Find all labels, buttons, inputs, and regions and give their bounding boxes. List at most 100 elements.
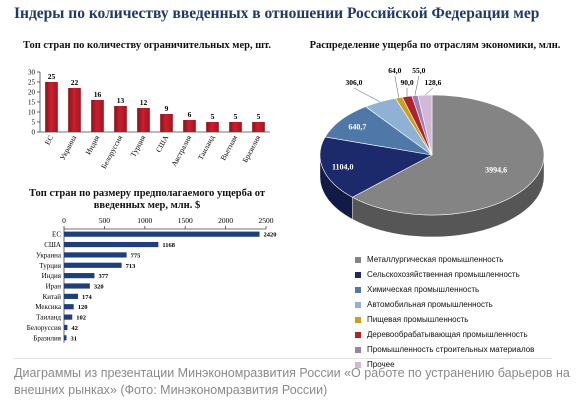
legend-label: Промышленность строительных материалов bbox=[367, 345, 535, 354]
y-tick-label: 25 bbox=[28, 79, 36, 87]
category-label: ЕС bbox=[52, 231, 61, 239]
bar bbox=[64, 293, 79, 299]
bar bbox=[64, 273, 95, 279]
legend-swatch bbox=[355, 331, 361, 338]
pie-slice bbox=[351, 94, 545, 216]
legend-swatch bbox=[355, 361, 361, 368]
bar-value-label: 320 bbox=[94, 284, 104, 291]
y-tick-label: 0 bbox=[32, 129, 36, 137]
bar bbox=[64, 241, 159, 248]
legend-label: Металлургическая промышленность bbox=[367, 255, 504, 264]
category-label: Украина bbox=[36, 251, 62, 259]
caption-separator bbox=[14, 358, 552, 359]
bar-value-label: 25 bbox=[48, 72, 56, 81]
legend-item: Автомобильная промышленность bbox=[355, 297, 534, 312]
x-tick-label: 2000 bbox=[218, 216, 233, 225]
legend-label: Деревообрабатывающая промышленность bbox=[367, 330, 528, 339]
legend-item: Металлургическая промышленность bbox=[355, 252, 534, 267]
legend-label: Автомобильная промышленность bbox=[367, 300, 493, 309]
bar bbox=[160, 114, 173, 132]
pie-slice bbox=[319, 136, 433, 198]
bar-value-label: 9 bbox=[165, 104, 169, 113]
bar bbox=[91, 100, 104, 132]
bar-value-label: 102 bbox=[76, 315, 86, 322]
bar bbox=[64, 324, 68, 331]
bar-value-label: 120 bbox=[78, 304, 88, 311]
legend-swatch bbox=[355, 256, 361, 263]
bar bbox=[183, 120, 196, 132]
category-label: Мексика bbox=[35, 303, 62, 311]
bar-value-label: 1168 bbox=[162, 242, 175, 249]
x-tick-label: 1000 bbox=[137, 216, 152, 225]
legend-swatch bbox=[355, 346, 361, 353]
bar bbox=[64, 231, 260, 237]
bar-value-label: 5 bbox=[234, 112, 238, 121]
photo-caption: Диаграммы из презентации Минэкономразвит… bbox=[14, 366, 570, 397]
bar-value-label: 2420 bbox=[264, 232, 277, 239]
pie-value-label: 64,0 bbox=[388, 66, 401, 75]
legend-label: Прочее bbox=[367, 360, 395, 369]
legend-label: Пищевая промышленность bbox=[367, 315, 469, 324]
bar bbox=[68, 88, 81, 132]
page-title: Індеры по количеству введенных в отношен… bbox=[14, 5, 540, 22]
pie-value-label: 1104,0 bbox=[332, 163, 354, 172]
legend-item: Сельскохозяйственная промышленность bbox=[355, 267, 534, 282]
legend-swatch bbox=[355, 286, 361, 293]
y-tick-label: 15 bbox=[28, 99, 36, 107]
pie-leader-line bbox=[414, 75, 420, 96]
bar bbox=[45, 82, 58, 132]
legend-item: Прочее bbox=[355, 357, 534, 372]
bar bbox=[252, 122, 265, 132]
x-tick-label: 500 bbox=[99, 216, 111, 225]
bar-value-label: 31 bbox=[71, 335, 78, 342]
x-tick-label: 2500 bbox=[259, 216, 274, 225]
y-tick-label: 5 bbox=[32, 119, 36, 127]
legend-item: Химическая промышленность bbox=[355, 282, 534, 297]
legend-label: Химическая промышленность bbox=[367, 285, 480, 294]
bar bbox=[64, 304, 74, 310]
y-tick-label: 30 bbox=[28, 69, 36, 77]
category-label: Индия bbox=[42, 272, 62, 280]
bar bbox=[64, 335, 67, 341]
category-label: Турция bbox=[39, 262, 61, 270]
y-tick-label: 10 bbox=[28, 109, 36, 117]
category-label: Китай bbox=[43, 293, 62, 301]
bar bbox=[137, 108, 150, 132]
pie-value-label: 3994,6 bbox=[485, 165, 507, 174]
x-tick-label: 1500 bbox=[178, 216, 193, 225]
y-tick-label: 20 bbox=[28, 89, 36, 97]
pie-leader-line bbox=[394, 75, 400, 98]
bar-value-label: 174 bbox=[82, 294, 93, 301]
bar-value-label: 22 bbox=[71, 78, 79, 87]
bar-value-label: 13 bbox=[117, 96, 125, 105]
pie-chart: 3994,6 1104,0 640,7 306,0 64,0 90,0 55,0 128,6 bbox=[319, 66, 545, 238]
category-label: США bbox=[44, 241, 61, 249]
legend-swatch bbox=[355, 271, 361, 278]
category-label: ЕС bbox=[43, 134, 55, 147]
bar-value-label: 6 bbox=[188, 110, 192, 119]
bar bbox=[229, 122, 242, 132]
bar bbox=[114, 106, 127, 132]
bar-value-label: 12 bbox=[140, 98, 148, 107]
bar bbox=[206, 122, 219, 132]
pie-value-label: 55,0 bbox=[412, 66, 425, 75]
bar-value-label: 775 bbox=[131, 252, 142, 259]
category-label: Таиланд bbox=[36, 314, 61, 322]
pie-value-label: 128,6 bbox=[424, 78, 441, 87]
pie-value-label: 306,0 bbox=[346, 78, 363, 87]
pie-chart-title: Распределение ущерба по отраслям экономи… bbox=[309, 40, 561, 51]
category-label: Иран bbox=[46, 283, 62, 291]
bar bbox=[64, 283, 90, 289]
pie-leader-line bbox=[424, 87, 434, 96]
bar bbox=[64, 314, 73, 320]
pie-slice bbox=[324, 106, 433, 156]
legend-swatch bbox=[355, 316, 361, 323]
legend-item: Промышленность строительных материалов bbox=[355, 342, 534, 357]
category-label: Белоруссия bbox=[27, 324, 62, 332]
legend-swatch bbox=[355, 301, 361, 308]
bar-value-label: 42 bbox=[71, 325, 78, 332]
pie-value-label: 90,0 bbox=[400, 78, 413, 87]
legend-item: Пищевая промышленность bbox=[355, 312, 534, 327]
pie-legend: Металлургическая промышленность Сельскохо… bbox=[355, 252, 534, 372]
bar bbox=[64, 252, 127, 258]
